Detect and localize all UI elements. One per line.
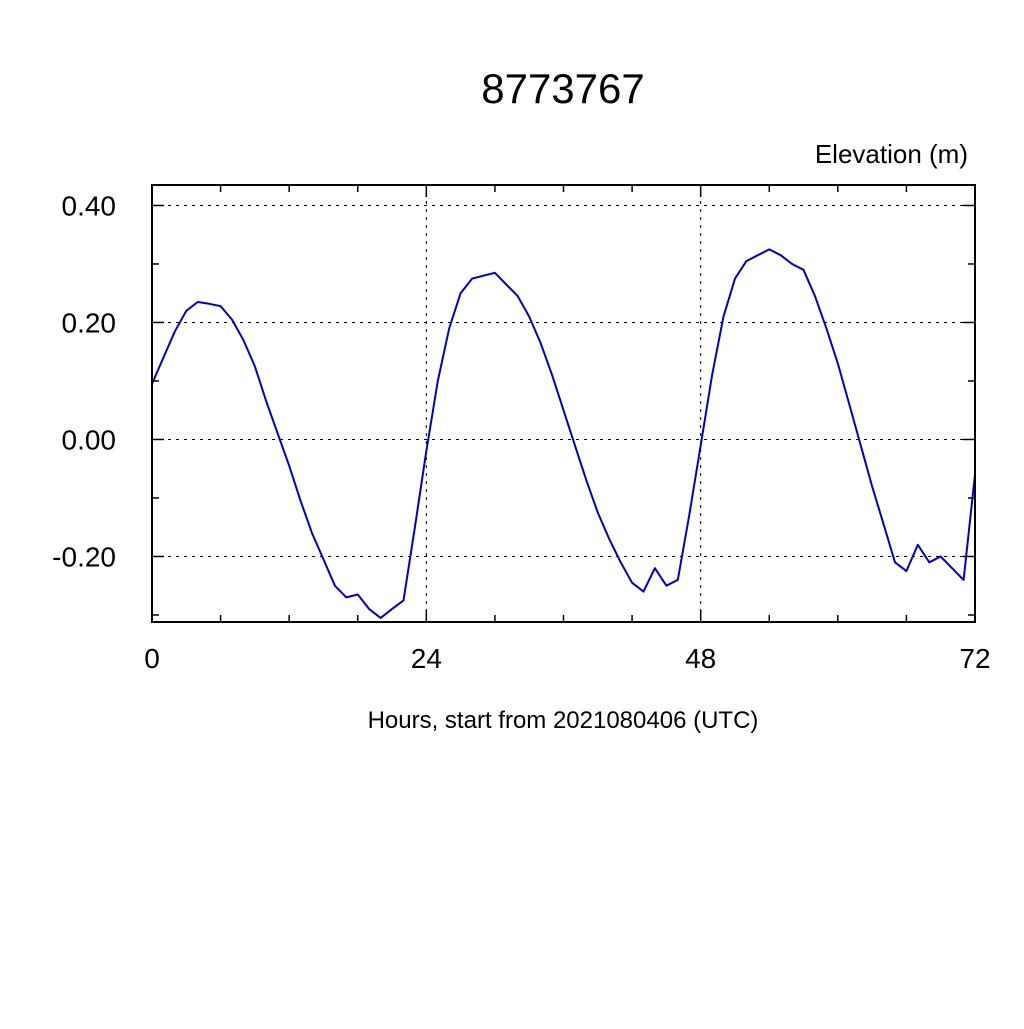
- x-tick-label: 48: [685, 643, 716, 674]
- y-tick-label: 0.00: [62, 424, 117, 455]
- x-tick-label: 0: [144, 643, 160, 674]
- y-tick-label: 0.40: [62, 190, 117, 221]
- tide-line-series: [151, 248, 976, 619]
- x-tick-label: 72: [959, 643, 990, 674]
- axis-ticks: [151, 185, 976, 622]
- y-tick-label: 0.20: [62, 307, 117, 338]
- tick-labels: 0 24 48 72 -0.20 0.00 0.20 0.40: [52, 190, 990, 674]
- x-tick-label: 24: [411, 643, 442, 674]
- x-axis-label: Hours, start from 2021080406 (UTC): [368, 707, 759, 734]
- gridlines: [152, 185, 975, 622]
- y-axis-label: Elevation (m): [815, 139, 968, 169]
- plot-frame: [151, 184, 976, 623]
- y-tick-label: -0.20: [52, 541, 116, 572]
- chart-title: 8773767: [481, 65, 645, 112]
